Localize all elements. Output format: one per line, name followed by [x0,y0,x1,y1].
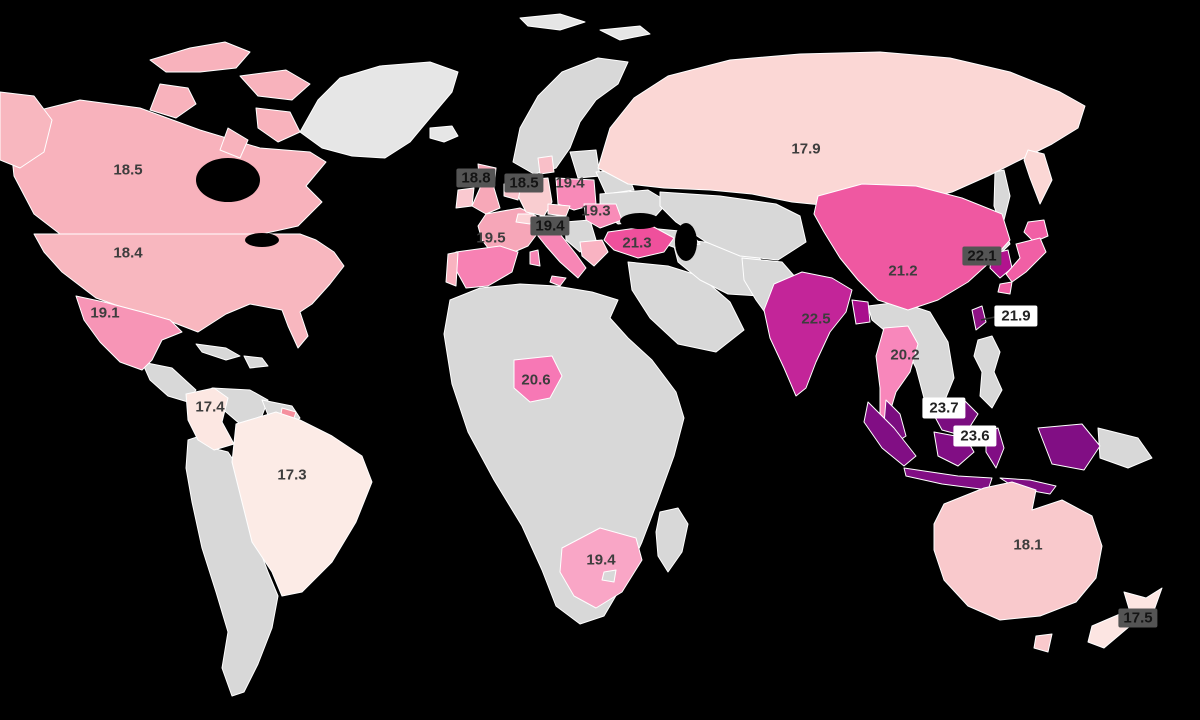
value-label-romania: 19.3 [581,202,611,220]
value-label-uk: 18.8 [456,168,496,188]
value-label-usa: 18.4 [113,244,143,262]
country-brazil[interactable] [231,411,373,597]
value-label-colombia: 17.4 [195,398,225,416]
value-label-india: 22.5 [801,310,831,328]
country-japan-hokkaido[interactable] [1023,219,1049,243]
country-arabia[interactable] [627,261,745,353]
country-greenland[interactable] [299,61,459,159]
country-russia[interactable] [597,51,1086,207]
value-label-taiwan: 21.9 [994,305,1038,327]
country-lesotho[interactable] [601,569,617,583]
country-madagascar[interactable] [655,507,689,573]
country-canada[interactable] [7,99,327,235]
value-label-thailand: 20.2 [890,346,920,364]
country-canada-arctic-4[interactable] [255,107,301,143]
country-india[interactable] [763,271,853,397]
great-lakes [245,233,279,247]
country-portugal[interactable] [445,251,459,287]
country-switzerland[interactable] [515,213,535,225]
country-southern-south-america[interactable] [185,435,279,697]
label-leader-line [980,316,996,321]
country-nigeria[interactable] [513,355,563,403]
country-japan-honshu[interactable] [1005,237,1047,283]
value-label-poland: 19.4 [555,174,585,192]
country-central-asia[interactable] [659,191,807,261]
value-label-south_korea: 22.1 [962,246,1002,266]
value-label-russia: 17.9 [791,140,821,158]
country-italy-sicily[interactable] [549,275,567,287]
country-indonesia-sumatra[interactable] [863,401,917,467]
caspian-sea [675,223,697,261]
value-label-germany: 18.5 [504,173,544,193]
country-canada-arctic-2[interactable] [239,69,311,101]
country-papua-new-guinea[interactable] [1097,427,1153,469]
country-canada-arctic-1[interactable] [149,41,251,73]
country-svalbard-east[interactable] [599,25,651,41]
country-taiwan[interactable] [971,305,987,331]
country-indonesia-papua[interactable] [1037,423,1101,471]
country-philippines[interactable] [973,335,1003,409]
value-label-malaysia: 23.7 [922,397,966,419]
value-label-canada: 18.5 [113,161,143,179]
value-label-china: 21.2 [888,262,918,280]
country-south-africa[interactable] [559,527,643,609]
country-ireland[interactable] [455,187,475,209]
country-spain[interactable] [455,245,519,289]
country-china[interactable] [813,183,1011,311]
country-turkey[interactable] [603,225,675,259]
country-greece[interactable] [579,239,609,267]
value-label-italy: 19.4 [530,216,570,236]
value-label-australia: 18.1 [1013,536,1043,554]
water-holes [196,158,697,261]
country-mexico[interactable] [75,295,183,371]
country-russia-kamchatka[interactable] [1023,149,1053,205]
country-italy-sardinia[interactable] [529,249,541,267]
value-label-spain: 19.5 [476,229,506,247]
country-japan-kyushu[interactable] [997,281,1013,295]
country-czechia[interactable] [547,203,571,217]
value-label-indonesia: 23.6 [953,425,997,447]
country-hispaniola[interactable] [243,355,269,369]
country-denmark[interactable] [537,155,555,175]
country-indonesia-java[interactable] [903,467,993,491]
black-sea [620,213,660,229]
value-label-south_africa: 19.4 [586,551,616,569]
country-usa[interactable] [33,233,345,349]
country-bangladesh[interactable] [851,299,871,325]
country-svalbard[interactable] [519,13,586,31]
country-scandinavia[interactable] [512,57,629,175]
value-label-turkey: 21.3 [622,234,652,252]
country-usa-alaska[interactable] [0,91,53,169]
country-australia[interactable] [933,481,1103,621]
country-cuba[interactable] [195,343,241,361]
country-australia-tasmania[interactable] [1033,633,1053,653]
value-label-brazil: 17.3 [277,466,307,484]
country-romania[interactable] [583,203,623,229]
value-label-new_zealand: 17.5 [1118,608,1158,628]
country-iceland[interactable] [429,125,459,143]
hudson-bay [196,158,260,202]
country-canada-arctic-3[interactable] [149,83,197,119]
value-label-nigeria: 20.6 [521,371,551,389]
country-canada-arctic-5[interactable] [219,127,249,159]
value-label-mexico: 19.1 [90,304,120,322]
